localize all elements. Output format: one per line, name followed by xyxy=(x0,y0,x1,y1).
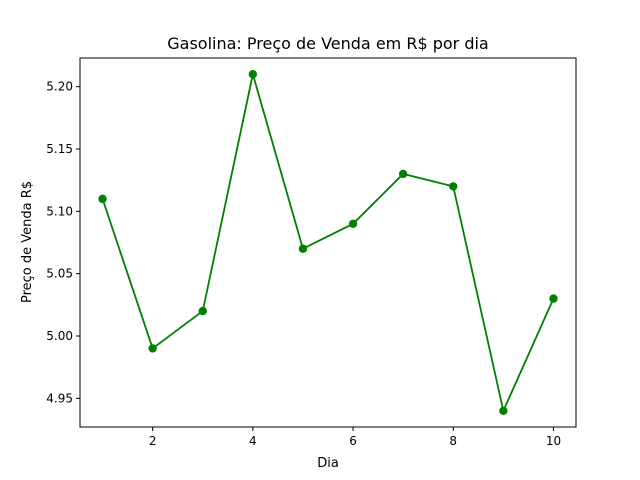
data-point xyxy=(449,182,458,191)
x-tick-label: 6 xyxy=(349,434,357,448)
x-tick-label: 2 xyxy=(149,434,157,448)
data-point xyxy=(298,244,308,253)
x-tick-label: 4 xyxy=(249,434,257,448)
x-axis-label: Dia xyxy=(317,456,339,471)
data-point xyxy=(248,70,258,79)
y-tick-label: 5.10 xyxy=(46,204,73,218)
x-tick-label: 8 xyxy=(449,434,457,448)
x-axis: 2 4 6 8 10 xyxy=(149,427,561,448)
data-point xyxy=(549,294,558,303)
y-tick-label: 5.15 xyxy=(46,142,73,156)
data-point xyxy=(98,194,107,204)
series-line xyxy=(101,73,555,412)
data-point xyxy=(148,344,157,353)
y-tick-label: 5.20 xyxy=(46,80,73,94)
plot-frame xyxy=(79,57,577,428)
x-tick-label: 10 xyxy=(546,434,561,448)
y-tick-label: 5.00 xyxy=(46,329,73,343)
chart-title: Gasolina: Preço de Venda em R$ por dia xyxy=(167,34,488,53)
data-point xyxy=(398,169,408,179)
data-point xyxy=(348,219,358,229)
y-tick-label: 4.95 xyxy=(46,391,73,405)
series-group xyxy=(98,70,558,415)
y-axis: 4.95 5.00 5.05 5.10 5.15 5.20 xyxy=(46,80,80,405)
data-point xyxy=(499,406,508,415)
data-point xyxy=(198,306,207,316)
y-tick-label: 5.05 xyxy=(46,267,73,281)
y-axis-label: Preço de Venda R$ xyxy=(20,181,35,303)
